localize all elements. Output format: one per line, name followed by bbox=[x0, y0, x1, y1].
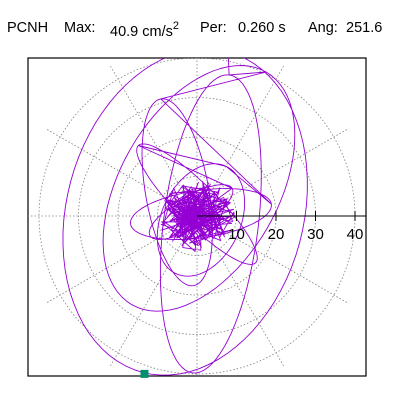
period-label: Per: bbox=[200, 20, 227, 36]
max-unit-exponent: 2 bbox=[172, 20, 179, 32]
r-tick-label-10: 10 bbox=[228, 226, 245, 243]
max-label: Max: bbox=[64, 20, 96, 36]
particle-motion-trace bbox=[62, 58, 308, 376]
angle-label: Ang: bbox=[308, 20, 338, 36]
max-number: 40.9 bbox=[110, 24, 139, 40]
period-value: 0.260 s bbox=[238, 20, 286, 36]
r-tick-label-40: 40 bbox=[347, 226, 364, 243]
grid-spoke-120 bbox=[109, 65, 198, 217]
r-tick-label-20: 20 bbox=[268, 226, 285, 243]
r-tick-label-30: 30 bbox=[307, 226, 324, 243]
grid-spoke-300 bbox=[196, 215, 285, 367]
angle-value: 251.6 bbox=[346, 20, 383, 36]
trace-path bbox=[62, 58, 308, 376]
end-point-marker bbox=[140, 369, 149, 378]
max-unit: cm/s bbox=[142, 24, 173, 40]
radial-axis: 10 20 30 40 bbox=[197, 211, 366, 243]
polar-plot: 10 20 30 40 bbox=[27, 57, 367, 378]
grid-spoke-240 bbox=[109, 215, 198, 367]
max-value: 40.9 cm/s2 bbox=[110, 20, 179, 40]
end-marker-layer bbox=[140, 369, 149, 378]
plot-header: PCNH Max: 40.9 cm/s2 Per: 0.260 s Ang: 2… bbox=[0, 0, 400, 40]
station-code: PCNH bbox=[7, 20, 49, 36]
